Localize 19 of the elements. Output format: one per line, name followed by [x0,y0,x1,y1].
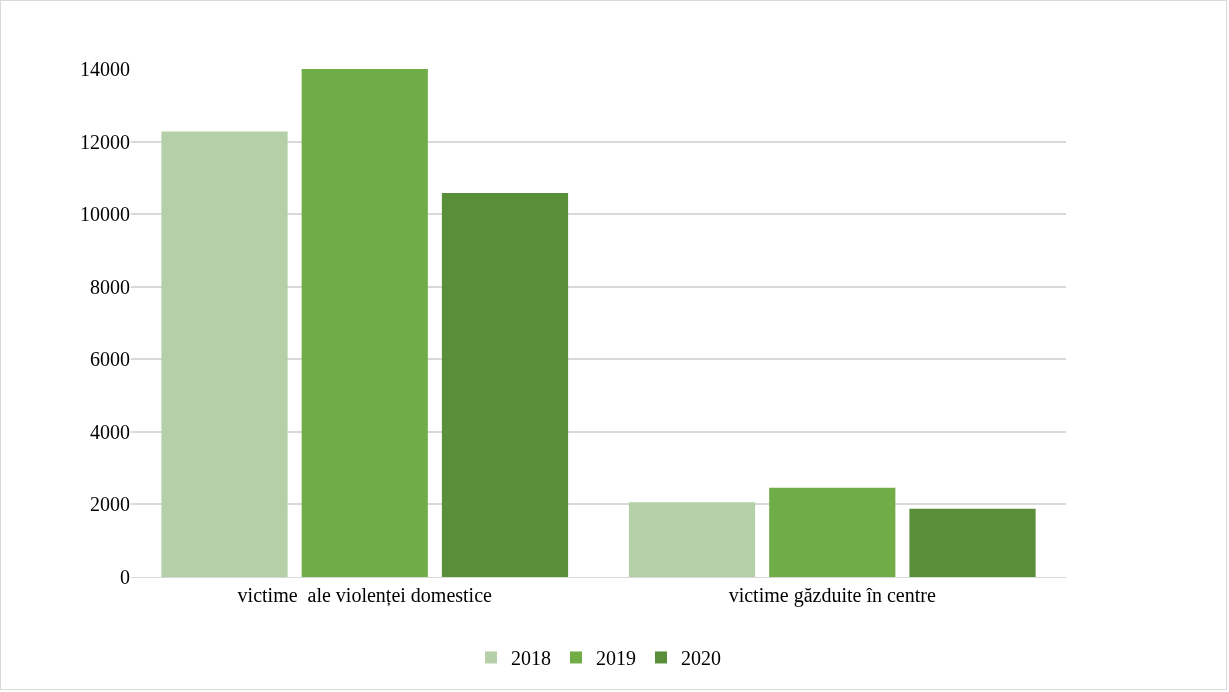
legend-label: 2020 [681,647,721,670]
bar [161,131,288,577]
bar [909,508,1036,577]
legend-label: 2019 [596,647,636,670]
y-tick-label: 2000 [90,493,130,516]
x-tick-label: victime ale violenței domestice [237,584,493,607]
y-tick-label: 12000 [80,130,130,153]
y-tick-label: 8000 [90,275,130,298]
bar [301,69,428,577]
bar [769,487,896,577]
y-tick-label: 10000 [80,203,130,226]
bar [441,193,569,577]
legend-label: 2018 [511,647,551,670]
bar [628,502,756,577]
y-tick-label: 6000 [90,348,130,371]
y-tick-label: 4000 [90,420,130,443]
y-tick-label: 14000 [80,58,130,80]
x-tick-label: victime găzduite în centre [728,584,936,607]
y-tick-label: 0 [120,566,130,588]
